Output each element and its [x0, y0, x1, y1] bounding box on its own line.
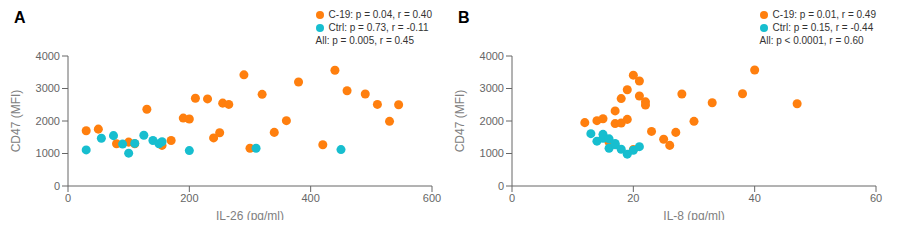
- svg-text:2000: 2000: [36, 115, 60, 127]
- svg-text:400: 400: [301, 192, 319, 204]
- html-text:All: p < 0.0001, r = 0.60: All: p < 0.0001, r = 0.60: [759, 35, 864, 46]
- svg-text:0: 0: [65, 192, 71, 204]
- html-text:B: B: [458, 9, 470, 26]
- svg-text:0: 0: [498, 180, 504, 192]
- svg-text:CD47 (MFI): CD47 (MFI): [453, 90, 467, 153]
- svg-text:CD47 (MFI): CD47 (MFI): [9, 90, 23, 153]
- svg-text:IL-8 (pg/ml): IL-8 (pg/ml): [663, 209, 724, 220]
- html-text:C-19: p = 0.04, r = 0.40: C-19: p = 0.04, r = 0.40: [328, 9, 432, 20]
- svg-text:1000: 1000: [480, 147, 504, 159]
- svg-text:20: 20: [627, 192, 639, 204]
- svg-text:60: 60: [870, 192, 882, 204]
- html-text:All: p = 0.005, r = 0.45: All: p = 0.005, r = 0.45: [315, 35, 414, 46]
- svg-text:3000: 3000: [36, 82, 60, 94]
- svg-text:40: 40: [749, 192, 761, 204]
- svg-text:200: 200: [180, 192, 198, 204]
- html-text:Ctrl: p = 0.15, r = -0.44: Ctrl: p = 0.15, r = -0.44: [772, 22, 874, 33]
- svg-text:IL-26 (pg/ml): IL-26 (pg/ml): [216, 209, 284, 220]
- svg-text:4000: 4000: [36, 50, 60, 62]
- svg-text:0: 0: [54, 180, 60, 192]
- svg-text:1000: 1000: [36, 147, 60, 159]
- html-text:C-19: p = 0.01, r = 0.49: C-19: p = 0.01, r = 0.49: [772, 9, 876, 20]
- svg-text:4000: 4000: [480, 50, 504, 62]
- svg-text:2000: 2000: [480, 115, 504, 127]
- svg-text:0: 0: [509, 192, 515, 204]
- html-text:Ctrl: p = 0.73, r = -0.11: Ctrl: p = 0.73, r = -0.11: [328, 22, 429, 33]
- html-text:A: A: [14, 9, 26, 26]
- svg-text:3000: 3000: [480, 82, 504, 94]
- svg-text:600: 600: [423, 192, 441, 204]
